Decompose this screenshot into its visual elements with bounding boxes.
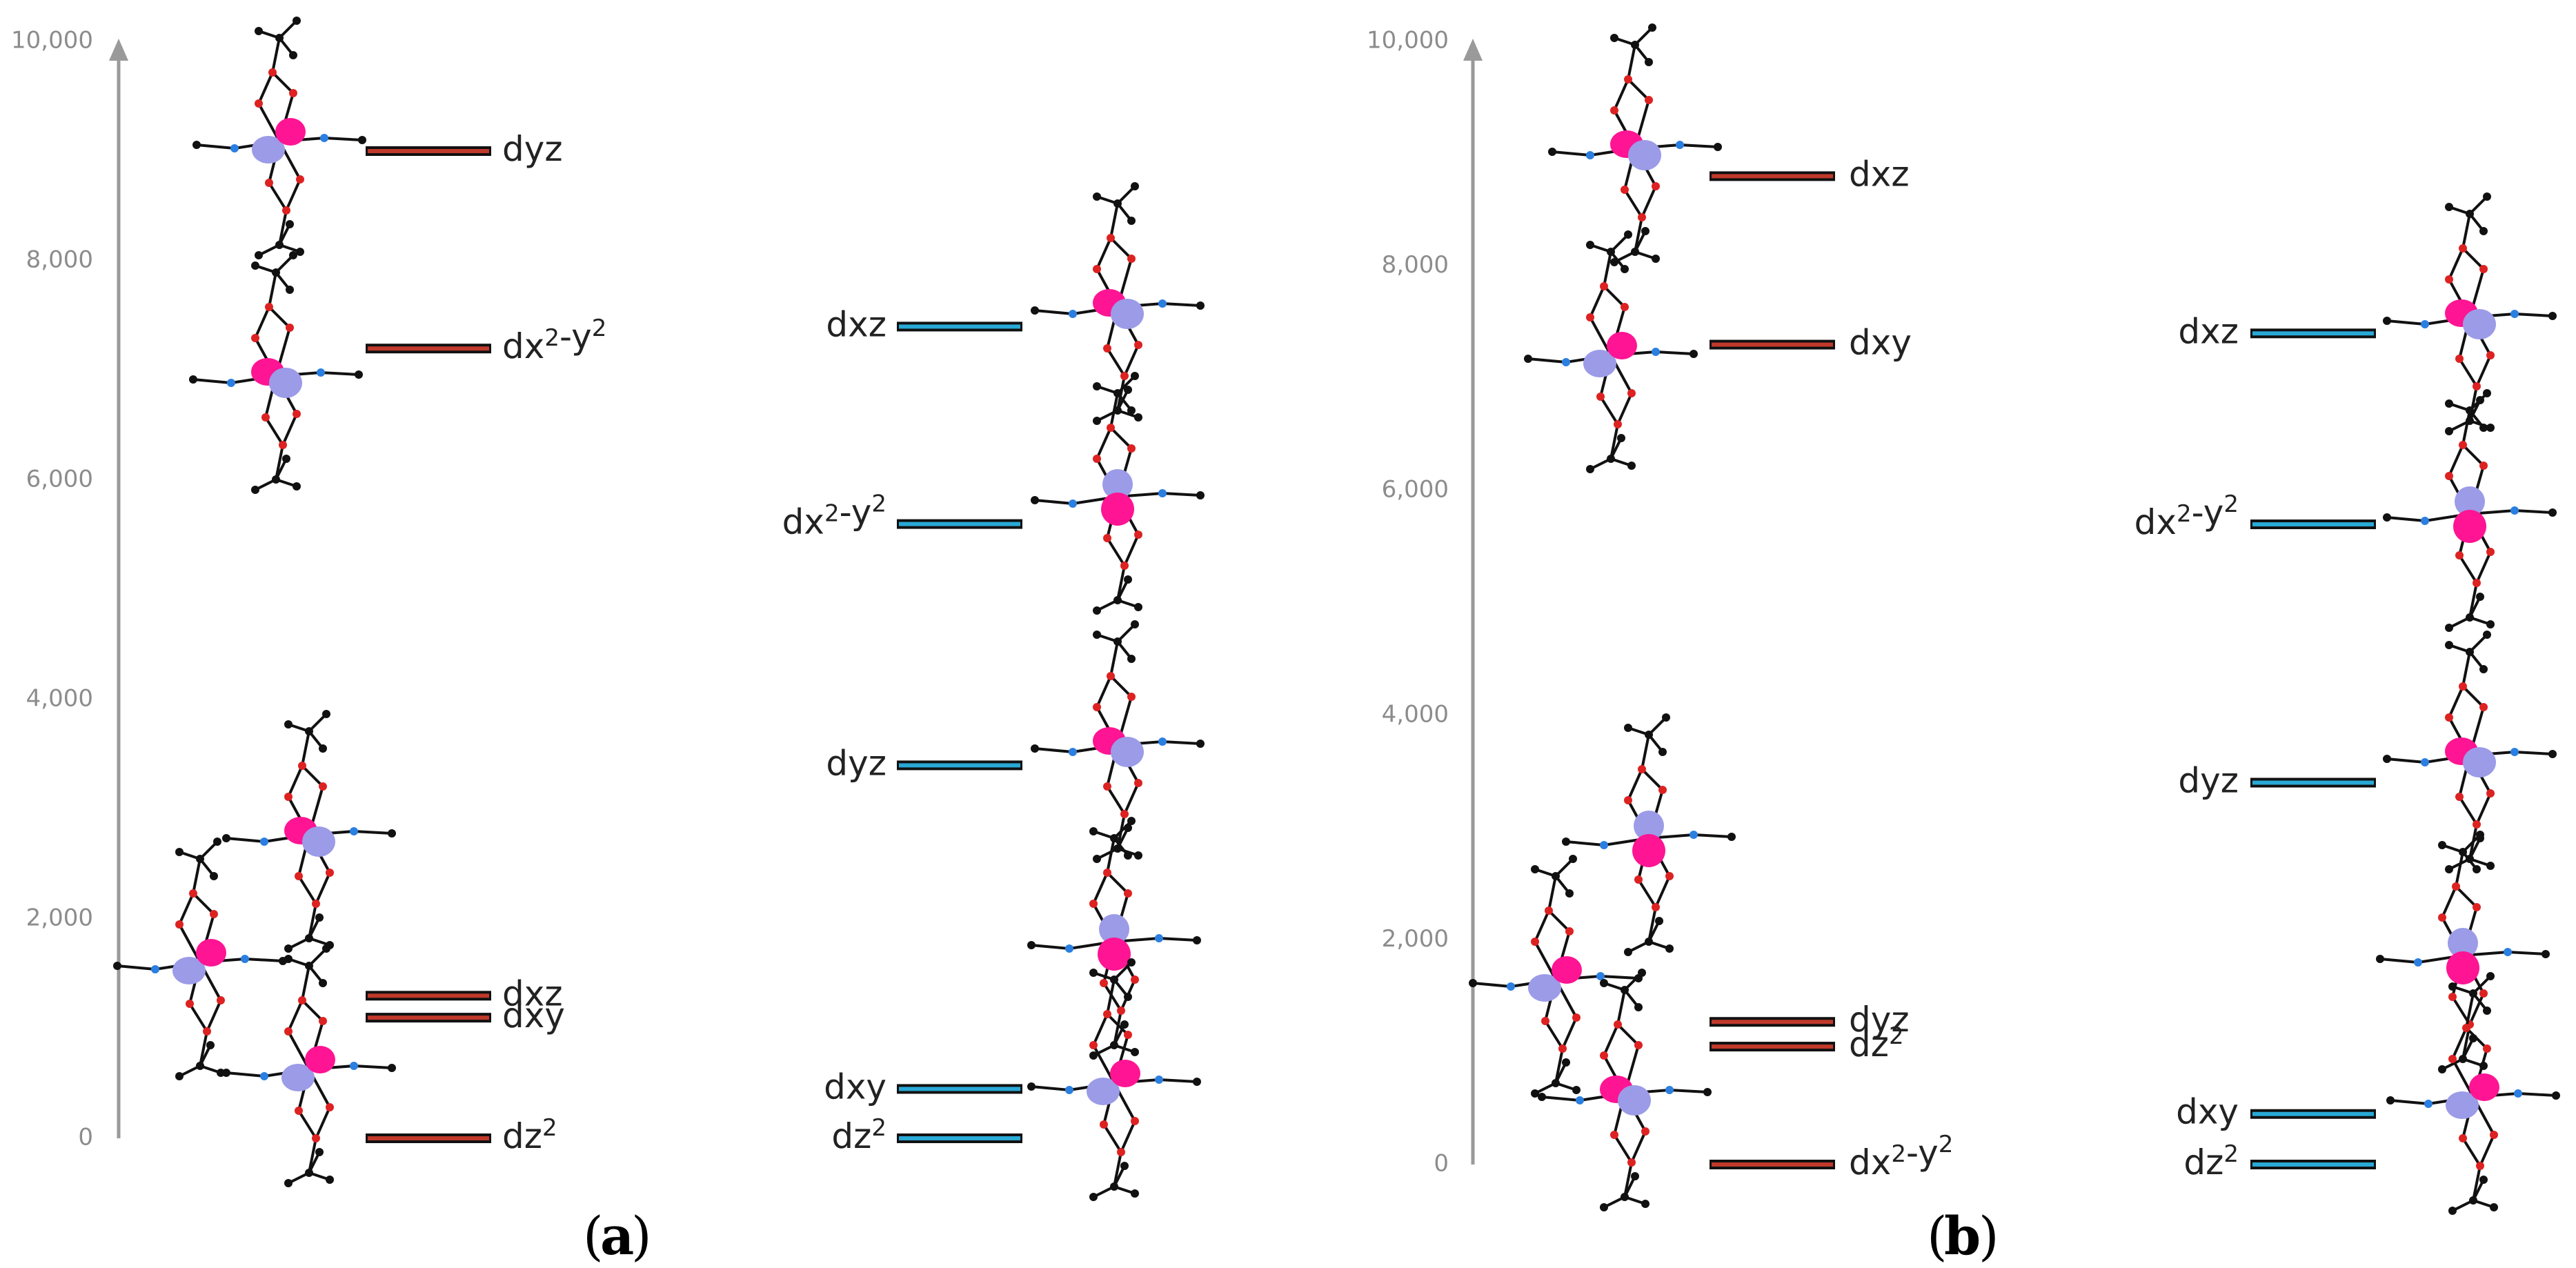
- panel-b-axis-arrow: [1463, 39, 1483, 61]
- molecule-orbital-icon: [1562, 713, 1736, 956]
- molecule-orbital-icon: [1538, 969, 1712, 1211]
- molecule-orbital-icon: [192, 17, 366, 259]
- red-level-label: dz2: [502, 1114, 557, 1156]
- molecule-orbital-icon: [1031, 620, 1205, 863]
- panel-a-caption-open: (: [583, 1205, 604, 1267]
- molecule-orbital-icon: [1031, 182, 1205, 425]
- red-level-bar: [368, 1016, 489, 1020]
- axis-tick-label: 10,000: [11, 27, 93, 55]
- panel-a-molecules: [113, 17, 1205, 1201]
- panel-a-axis-arrow: [109, 39, 128, 61]
- molecule-orbital-icon: [222, 944, 396, 1187]
- red-level-bar: [368, 1136, 489, 1140]
- axis-tick-label: 8,000: [26, 246, 93, 274]
- axis-tick-label: 10,000: [1367, 27, 1449, 55]
- molecule-orbital-icon: [1027, 958, 1201, 1201]
- blue-level-label: dx2-y2: [2134, 491, 2239, 542]
- blue-level-label: dz2: [2183, 1140, 2239, 1182]
- panel-b-caption-open: (: [1927, 1205, 1948, 1267]
- panel-b-caption-close: ): [1979, 1205, 1999, 1267]
- molecule-orbital-icon: [222, 710, 396, 953]
- molecule-orbital-icon: [1548, 23, 1722, 266]
- molecule-orbital-icon: [1027, 817, 1201, 1060]
- red-level-label: dxy: [502, 995, 565, 1036]
- panel-a-caption: a: [600, 1205, 634, 1267]
- red-level-label: dx2-y2: [1849, 1131, 1953, 1182]
- panel-a-caption-close: ): [631, 1205, 652, 1267]
- panel-a-ticks: 0 2,000 4,000 6,000 8,000 10,000: [11, 27, 93, 1151]
- blue-level-label: dxz: [826, 304, 886, 344]
- blue-level-bar: [899, 1136, 1020, 1140]
- red-level-label: dyz: [1849, 1000, 1910, 1040]
- panel-a-blue-levels: dxz dx2-y2 dyz dxy dz2: [782, 304, 1022, 1156]
- molecule-orbital-icon: [189, 251, 363, 494]
- red-level-bar: [1712, 1162, 1833, 1167]
- red-level-bar: [1712, 1020, 1833, 1024]
- red-level-bar: [1712, 1044, 1833, 1049]
- molecule-orbital-icon: [2383, 192, 2557, 435]
- molecule-orbital-icon: [1469, 855, 1643, 1098]
- red-level-label: dz2: [1849, 1022, 1904, 1064]
- red-level-bar: [368, 149, 489, 153]
- blue-level-bar: [2252, 522, 2374, 527]
- molecule-orbital-icon: [1031, 372, 1205, 615]
- blue-level-bar: [2252, 1111, 2374, 1116]
- molecule-orbital-icon: [113, 838, 287, 1080]
- molecule-orbital-icon: [1524, 230, 1698, 473]
- panel-b-caption: b: [1944, 1205, 1981, 1267]
- blue-level-label: dxz: [2178, 311, 2239, 351]
- molecule-orbital-icon: [2376, 831, 2550, 1073]
- axis-tick-label: 6,000: [1382, 476, 1449, 504]
- molecule-orbital-icon: [2383, 631, 2557, 873]
- panel-b-ticks: 0 2,000 4,000 6,000 8,000 10,000: [1367, 27, 1449, 1178]
- red-level-label: dxy: [1849, 322, 1912, 362]
- red-level-label: dyz: [502, 129, 563, 169]
- blue-level-label: dx2-y2: [782, 490, 886, 542]
- molecule-orbital-icon: [2386, 972, 2560, 1215]
- red-level-label: dx2-y2: [502, 315, 606, 366]
- red-level-bar: [368, 993, 489, 998]
- blue-level-bar: [899, 522, 1020, 526]
- blue-level-label: dz2: [831, 1114, 886, 1156]
- red-level-bar: [368, 346, 489, 351]
- axis-tick-label: 8,000: [1382, 251, 1449, 279]
- blue-level-bar: [2252, 331, 2374, 336]
- red-level-label: dxz: [1849, 154, 1910, 194]
- axis-tick-label: 2,000: [26, 904, 93, 932]
- blue-level-bar: [899, 324, 1020, 329]
- panel-b-molecules: [1469, 23, 2560, 1215]
- red-level-bar: [1712, 342, 1833, 347]
- axis-tick-label: 4,000: [1382, 700, 1449, 728]
- blue-level-label: dyz: [2178, 760, 2239, 800]
- molecule-orbital-icon: [2383, 389, 2557, 632]
- blue-level-label: dyz: [826, 743, 886, 783]
- blue-level-label: dxy: [2176, 1091, 2239, 1131]
- axis-tick-label: 0: [1434, 1150, 1449, 1178]
- blue-level-bar: [899, 763, 1020, 768]
- red-level-bar: [1712, 174, 1833, 179]
- red-level-label: dxz: [502, 973, 563, 1013]
- blue-level-bar: [2252, 1162, 2374, 1167]
- blue-level-bar: [2252, 780, 2374, 785]
- axis-tick-label: 0: [78, 1124, 93, 1151]
- axis-tick-label: 2,000: [1382, 925, 1449, 953]
- blue-level-bar: [899, 1087, 1020, 1091]
- blue-level-label: dxy: [824, 1067, 886, 1107]
- panel-b-blue-levels: dxz dx2-y2 dyz dxy dz2: [2134, 311, 2376, 1182]
- axis-tick-label: 4,000: [26, 685, 93, 713]
- axis-tick-label: 6,000: [26, 466, 93, 493]
